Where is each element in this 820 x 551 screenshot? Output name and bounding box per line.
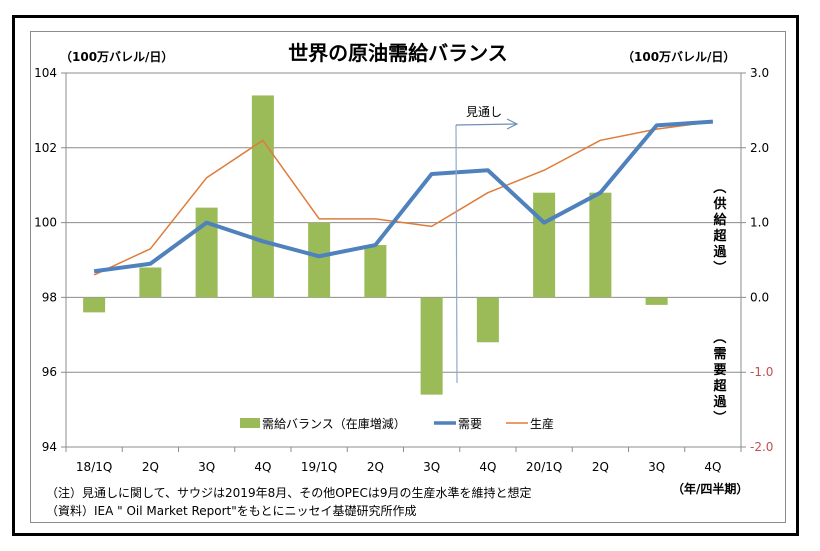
outer-frame: [12, 15, 799, 536]
left-tick-label: 102: [34, 141, 57, 155]
left-axis-unit: （100万バレル/日）: [60, 49, 173, 64]
legend: 需給バランス（在庫増減） 需要 生産: [240, 416, 554, 431]
right-axis-unit: （100万バレル/日）: [622, 49, 735, 64]
bar-balance: [251, 95, 274, 298]
legend-label-balance: 需給バランス（在庫増減）: [262, 416, 406, 431]
bar-balance: [139, 267, 162, 298]
left-tick-label: 94: [42, 440, 57, 454]
x-tick-label: 4Q: [479, 460, 496, 474]
bar-balance: [476, 297, 499, 343]
x-tick-label: 20/1Q: [526, 460, 562, 474]
vertical-label-char: 需: [713, 347, 726, 362]
x-tick-label: 2Q: [592, 460, 609, 474]
arrow-right-icon: [506, 118, 519, 130]
vertical-label-char: （: [711, 330, 727, 343]
bar-balance: [589, 192, 612, 298]
x-tick-label: 4Q: [704, 460, 721, 474]
forecast-divider-line: [455, 124, 458, 384]
bar-balance: [83, 297, 106, 313]
bar-balance: [195, 207, 218, 298]
left-tick-label: 104: [34, 66, 57, 80]
right-tick-label: -1.0: [750, 365, 773, 379]
chart-title: 世界の原油需給バランス: [288, 41, 508, 65]
gridlines: [61, 72, 746, 448]
vertical-label-char: 過: [712, 394, 727, 410]
legend-swatch-balance: [240, 418, 260, 428]
line-demand: [93, 119, 714, 274]
x-tick-label: 4Q: [254, 460, 271, 474]
footnote: （注）見通しに関して、サウジは2019年8月、その他OPECは9月の生産水準を維…: [46, 485, 532, 500]
left-tick-label: 98: [42, 290, 57, 304]
legend-label-demand: 需要: [458, 417, 482, 431]
lines: [93, 119, 714, 276]
left-tick-label: 100: [34, 216, 57, 230]
vertical-label-char: ）: [711, 260, 727, 273]
x-tick-label: 2Q: [367, 460, 384, 474]
legend-label-production: 生産: [530, 416, 554, 431]
x-tick-label: 3Q: [198, 460, 215, 474]
left-tick-label: 96: [42, 365, 57, 379]
x-tick-label: 19/1Q: [301, 460, 337, 474]
bar-balance: [308, 222, 331, 298]
chart-frame: [30, 31, 786, 523]
bar-balance: [364, 245, 387, 298]
left-axis-ticks: 104 102 100 98 96 94: [34, 66, 57, 454]
vertical-label-char: 超: [713, 228, 727, 244]
vertical-label-char: 供: [712, 196, 726, 212]
right-tick-label: 2.0: [750, 141, 769, 155]
vertical-label-char: 要: [713, 363, 726, 378]
vertical-label-char: ）: [711, 410, 727, 423]
x-tick-label: 2Q: [142, 460, 159, 474]
x-tick-label: 18/1Q: [76, 460, 112, 474]
line-production: [93, 120, 713, 276]
x-axis-label: （年/四半期）: [672, 481, 748, 496]
vertical-label-char: 過: [712, 244, 727, 260]
forecast-arrow-line: [455, 123, 518, 126]
x-axis-ticks: 18/1Q 2Q 3Q 4Q 19/1Q 2Q 3Q 4Q 20/1Q 2Q 3Q 4Q: [76, 460, 722, 474]
right-tick-label: -2.0: [750, 440, 773, 454]
vertical-label-char: 超: [713, 378, 727, 394]
right-tick-label: 0.0: [750, 290, 769, 304]
axes: [65, 73, 742, 452]
right-axis-ticks: 3.0 2.0 1.0 0.0 -1.0 -2.0: [750, 66, 773, 454]
x-tick-label: 3Q: [648, 460, 665, 474]
bar-balance: [645, 297, 668, 305]
vertical-label-char: 給: [713, 212, 727, 228]
forecast-label: 見通し: [466, 105, 502, 119]
source-note: （資料）IEA " Oil Market Report"をもとにニッセイ基礎研究…: [46, 503, 417, 518]
forecast-annotation: 見通し: [455, 105, 519, 384]
right-tick-label: 3.0: [750, 66, 769, 80]
bar-balance: [420, 297, 443, 395]
bar-balance: [533, 192, 556, 298]
x-tick-label: 3Q: [423, 460, 440, 474]
vertical-label-char: （: [711, 180, 727, 193]
right-tick-label: 1.0: [750, 216, 769, 230]
